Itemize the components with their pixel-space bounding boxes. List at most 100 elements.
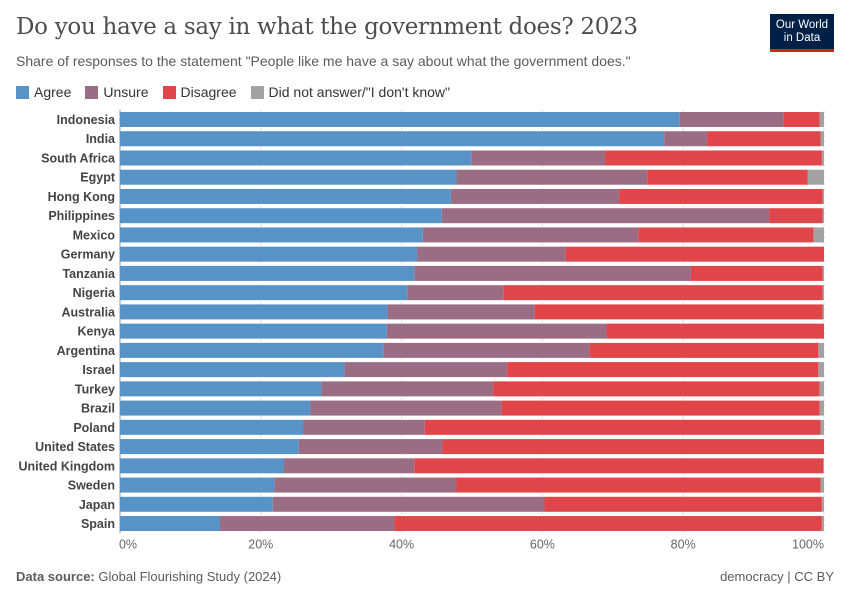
- category-label: Spain: [81, 517, 115, 531]
- bar-segment: [120, 246, 418, 262]
- bar-segment: [820, 419, 824, 435]
- x-tick-label: 80%: [671, 537, 696, 551]
- bar-segment: [120, 477, 275, 493]
- legend-swatch: [85, 85, 99, 99]
- bar-segment: [120, 169, 457, 185]
- legend-label: Unsure: [103, 84, 149, 100]
- bar-segment: [822, 304, 824, 320]
- bar-segment: [120, 227, 423, 243]
- category-label: Japan: [79, 498, 115, 512]
- x-tick-label: 0%: [119, 537, 137, 551]
- license[interactable]: democracy | CC BY: [720, 569, 834, 584]
- bar-segment: [120, 516, 220, 532]
- bar-segment: [442, 439, 824, 455]
- source-link[interactable]: Global Flourishing Study (2024): [98, 569, 282, 584]
- bar-segment: [303, 419, 425, 435]
- category-label: India: [86, 132, 116, 146]
- category-label: South Africa: [41, 151, 116, 165]
- category-label: Nigeria: [73, 286, 116, 300]
- bar-segment: [822, 188, 824, 204]
- bar-segment: [414, 458, 824, 474]
- bar-segment: [383, 342, 590, 358]
- bar-segment: [819, 112, 824, 127]
- bar-segment: [120, 208, 442, 224]
- category-label: Brazil: [81, 402, 115, 416]
- bar-segment: [120, 496, 273, 512]
- legend-label: Agree: [34, 84, 72, 100]
- legend-item[interactable]: Disagree: [162, 84, 237, 100]
- bar-segment: [272, 496, 545, 512]
- legend-label: Did not answer/"I don't know": [268, 84, 451, 100]
- category-label: United States: [35, 440, 115, 454]
- bar-segment: [507, 362, 819, 378]
- bar-segment: [120, 342, 384, 358]
- legend-label: Disagree: [180, 84, 237, 100]
- legend: Agree Unsure Disagree Did not answer/"I don…: [16, 84, 450, 100]
- bar-segment: [822, 208, 824, 224]
- source-label: Data source:: [16, 569, 95, 584]
- bar-segment: [471, 150, 606, 166]
- category-label: Germany: [61, 248, 115, 262]
- bar-segment: [407, 285, 504, 301]
- bar-segment: [450, 188, 620, 204]
- bar-segment: [664, 131, 708, 147]
- x-tick-label: 20%: [248, 537, 273, 551]
- bar-segment: [544, 496, 822, 512]
- bar-segment: [424, 419, 821, 435]
- legend-swatch: [162, 85, 176, 99]
- bar-segment: [821, 516, 824, 532]
- bar-segment: [818, 342, 824, 358]
- bar-segment: [219, 516, 395, 532]
- bar-segment: [821, 496, 824, 512]
- bar-segment: [298, 439, 443, 455]
- legend-item[interactable]: Did not answer/"I don't know": [250, 84, 451, 100]
- bar-segment: [807, 169, 824, 185]
- bar-segment: [820, 131, 824, 147]
- legend-item[interactable]: Unsure: [85, 84, 149, 100]
- bar-segment: [417, 246, 566, 262]
- bar-segment: [120, 304, 388, 320]
- bar-segment: [441, 208, 770, 224]
- bar-segment: [493, 381, 820, 397]
- category-label: Australia: [62, 305, 117, 319]
- bar-segment: [344, 362, 508, 378]
- bar-segment: [120, 112, 680, 127]
- bar-segment: [284, 458, 415, 474]
- category-label: Israel: [82, 363, 115, 377]
- bar-segment: [456, 477, 821, 493]
- category-label: Turkey: [75, 382, 115, 396]
- chart-subtitle: Share of responses to the statement "Peo…: [16, 53, 631, 69]
- owid-logo[interactable]: Our World in Data: [770, 14, 834, 52]
- category-label: Argentina: [57, 344, 116, 358]
- bar-segment: [534, 304, 823, 320]
- bar-segment: [386, 323, 607, 339]
- category-label: Tanzania: [62, 267, 116, 281]
- bar-segment: [120, 323, 387, 339]
- category-label: Hong Kong: [48, 190, 115, 204]
- category-label: Sweden: [68, 479, 115, 493]
- bar-segment: [690, 265, 823, 281]
- x-tick-label: 40%: [389, 537, 414, 551]
- bar-segment: [783, 112, 820, 127]
- category-label: Kenya: [77, 325, 116, 339]
- bar-segment: [414, 265, 691, 281]
- bar-segment: [501, 400, 820, 416]
- bar-segment: [638, 227, 814, 243]
- bar-segment: [605, 150, 822, 166]
- bar-segment: [769, 208, 823, 224]
- bar-segment: [822, 285, 824, 301]
- bar-segment: [679, 112, 784, 127]
- category-label: Poland: [73, 421, 115, 435]
- category-label: Egypt: [80, 171, 116, 185]
- bar-segment: [813, 227, 824, 243]
- bar-segment: [120, 131, 665, 147]
- x-tick-label: 100%: [792, 537, 824, 551]
- bar-segment: [120, 439, 299, 455]
- legend-item[interactable]: Agree: [16, 84, 71, 100]
- bar-segment: [394, 516, 822, 532]
- bar-segment: [387, 304, 535, 320]
- bar-segment: [120, 381, 322, 397]
- bar-segment: [120, 362, 345, 378]
- bar-segment: [503, 285, 823, 301]
